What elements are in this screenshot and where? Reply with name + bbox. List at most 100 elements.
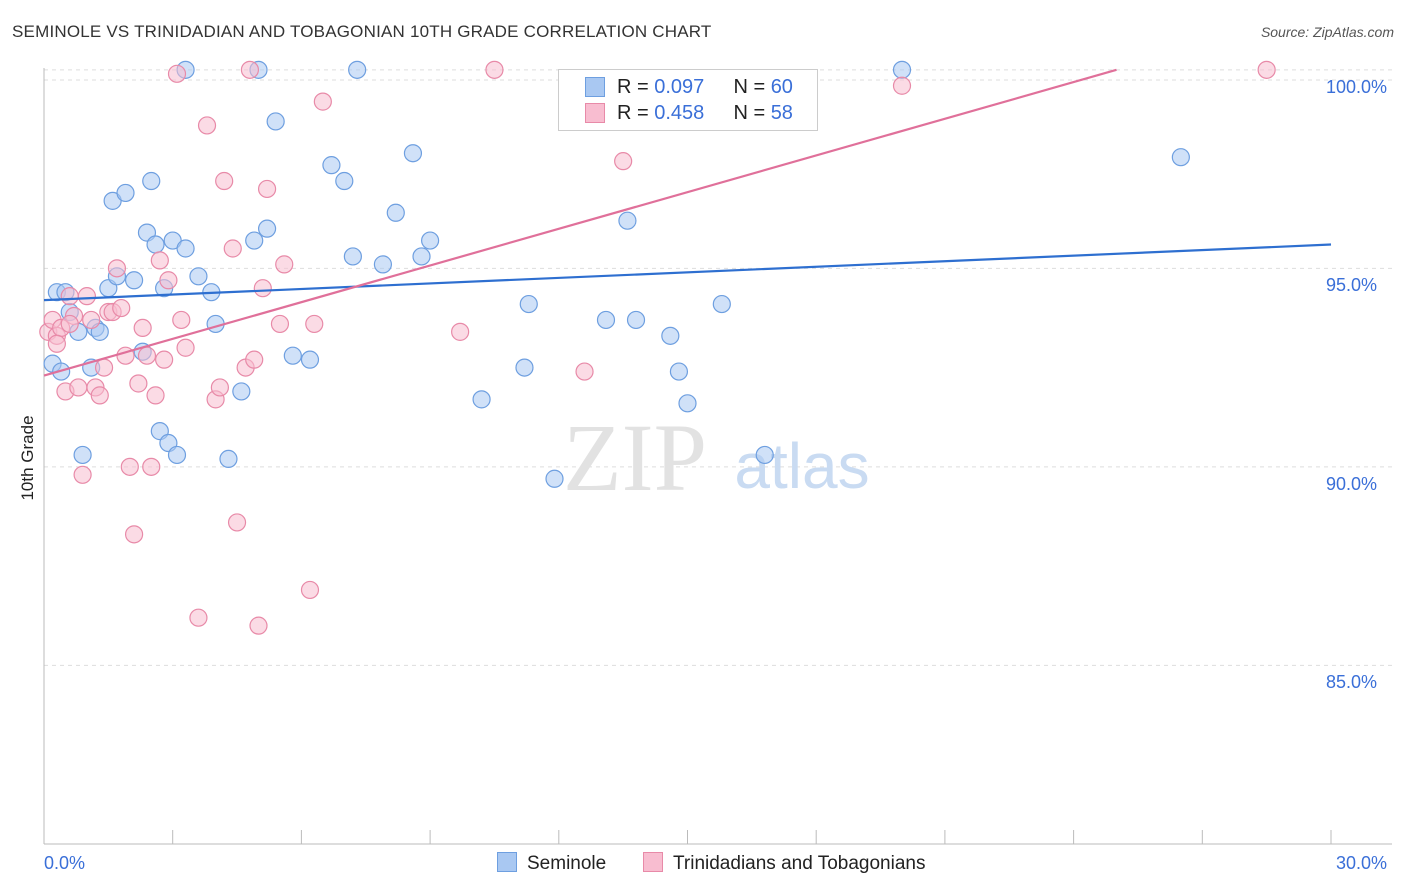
seminole-point — [335, 171, 354, 191]
trinidadian-point — [90, 386, 109, 405]
trinidadian-points — [39, 60, 1276, 635]
seminole-point — [596, 310, 616, 330]
source-label: Source: ZipAtlas.com — [1260, 24, 1394, 40]
seminole-point — [167, 445, 187, 465]
trinidadian-point — [94, 358, 114, 377]
seminole-point — [712, 294, 731, 314]
seminole-point — [300, 350, 320, 369]
trinidadian-point — [176, 338, 195, 357]
trinidadian-point — [159, 271, 178, 290]
trinidadian-point — [133, 318, 152, 337]
seminole-point — [348, 60, 367, 79]
trinidadian-point — [614, 152, 633, 171]
bottom-legend-trinidadian: Trinidadians and Tobagonians — [643, 852, 925, 875]
seminole-point — [669, 362, 689, 381]
trinidadian-point — [124, 525, 144, 544]
r-label: R = — [617, 76, 655, 98]
legend-row-seminole: R = 0.097 N = 60 — [617, 76, 793, 99]
r-value: 0.458 — [654, 102, 705, 124]
trinidadian-point — [313, 92, 332, 111]
seminole-point — [892, 60, 912, 79]
trinidadian-point — [167, 64, 187, 83]
trinidadian-point — [82, 310, 101, 330]
seminole-point — [176, 239, 195, 258]
trinidadian-point — [129, 374, 148, 393]
trinidadian-point — [249, 616, 268, 635]
seminole-points — [43, 60, 1190, 488]
seminole-point — [219, 449, 238, 469]
seminole-point — [678, 394, 697, 413]
trinidadian-point — [172, 310, 191, 330]
axes — [43, 68, 1392, 845]
trinidadian-point — [215, 171, 234, 191]
seminole-point — [403, 144, 423, 163]
trend-lines — [43, 68, 1332, 377]
seminole-point — [515, 358, 534, 377]
trinidadian-point — [189, 608, 208, 627]
trinidadian-point — [69, 378, 88, 397]
n-value: 58 — [770, 102, 793, 124]
seminole-point — [412, 247, 431, 266]
legend-swatch-trinidadian — [643, 852, 663, 872]
bottom-legend-seminole: Seminole — [497, 852, 606, 875]
legend-swatch-seminole — [497, 852, 517, 872]
seminole-point — [266, 112, 285, 131]
trinidadian-point — [223, 239, 242, 258]
trinidadian-point — [210, 378, 229, 397]
legend-swatch-trinidadian — [585, 103, 605, 123]
trinidadian-point — [305, 314, 324, 334]
x-tick-label-max: 30.0% — [1336, 853, 1388, 873]
y-tick-label: 95.0% — [1326, 275, 1378, 296]
n-label: N = — [733, 76, 771, 98]
seminole-point — [472, 390, 491, 409]
seminole-point — [755, 445, 774, 465]
legend-row-trinidadian: R = 0.458 N = 58 — [617, 102, 793, 125]
trinidadian-point — [60, 314, 79, 334]
trinidadian-point — [73, 465, 92, 484]
seminole-point — [116, 183, 135, 203]
legend-label-trinidadian: Trinidadians and Tobagonians — [673, 853, 926, 874]
legend-swatch-seminole — [585, 77, 605, 97]
seminole-point — [661, 326, 680, 345]
trinidadian-point — [107, 259, 127, 278]
y-tick-label: 100.0% — [1326, 76, 1388, 97]
trinidadian-point — [142, 457, 161, 476]
trinidadian-trend-line — [43, 68, 1117, 377]
seminole-point — [257, 219, 277, 238]
seminole-trend-line — [43, 243, 1332, 302]
seminole-point — [283, 346, 302, 365]
seminole-point — [421, 231, 440, 250]
trinidadian-point — [120, 457, 139, 476]
trinidadian-point — [155, 350, 174, 369]
r-value: 0.097 — [654, 76, 705, 98]
trinidadian-point — [240, 60, 260, 79]
trinidadian-point — [892, 76, 912, 95]
trinidadian-point — [60, 287, 79, 306]
trinidadian-point — [275, 255, 294, 274]
watermark-zip: ZIP — [563, 404, 707, 511]
seminole-point — [1171, 148, 1190, 167]
seminole-point — [189, 267, 208, 286]
seminole-point — [519, 294, 538, 314]
seminole-point — [146, 235, 165, 254]
trinidadian-point — [150, 251, 169, 270]
x-tick-label-min: 0.0% — [44, 853, 86, 873]
y-tick-label: 90.0% — [1326, 473, 1378, 494]
trinidadian-point — [253, 279, 272, 298]
chart-title: SEMINOLE VS TRINIDADIAN AND TOBAGONIAN 1… — [12, 22, 712, 41]
trinidadian-point — [257, 179, 277, 199]
seminole-point — [626, 310, 646, 330]
trinidadian-point — [245, 350, 264, 369]
trinidadian-point — [451, 322, 470, 341]
trinidadian-point — [146, 386, 165, 405]
trinidadian-point — [47, 334, 66, 353]
trinidadian-point — [197, 116, 217, 135]
seminole-point — [322, 156, 341, 175]
seminole-point — [142, 171, 161, 191]
seminole-point — [232, 382, 251, 401]
n-value: 60 — [770, 76, 793, 98]
r-label: R = — [617, 102, 655, 124]
trinidadian-point — [112, 298, 131, 318]
trinidadian-point — [575, 362, 594, 381]
seminole-point — [386, 203, 405, 222]
